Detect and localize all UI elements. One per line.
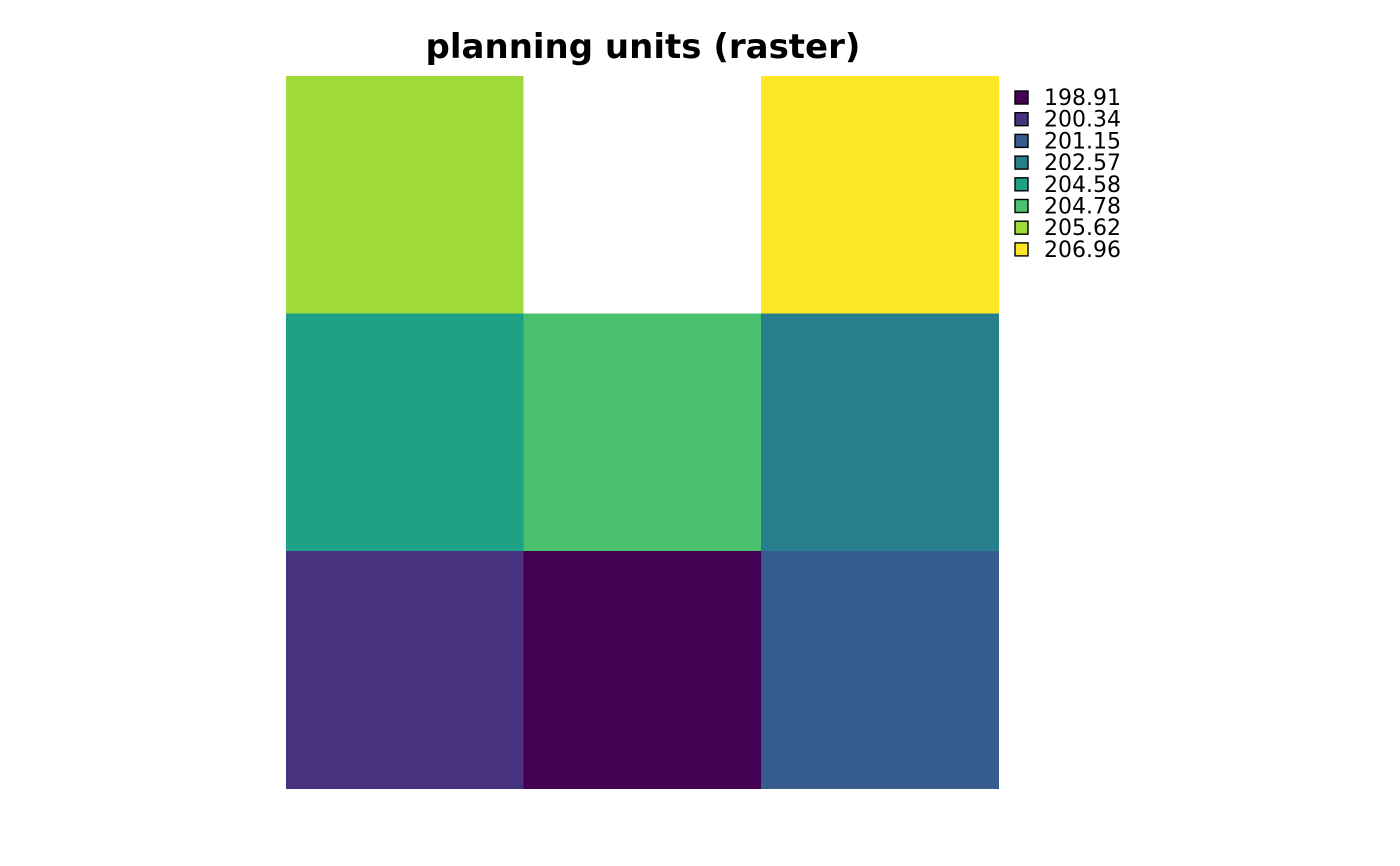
legend-label-7: 205.62 — [1044, 216, 1121, 241]
raster-cell-r2-c3 — [761, 313, 999, 552]
chart-title: planning units (raster) — [426, 27, 861, 67]
legend: 198.91200.34201.15202.57204.58204.78205.… — [1014, 86, 1121, 263]
raster-cell-r3-c1 — [286, 551, 524, 789]
legend-label-6: 204.78 — [1044, 195, 1121, 220]
raster-cell-r1-c3 — [761, 76, 999, 314]
legend-swatch-5 — [1014, 177, 1029, 192]
legend-label-2: 200.34 — [1044, 108, 1121, 133]
legend-swatch-7 — [1014, 220, 1029, 235]
legend-label-3: 201.15 — [1044, 129, 1121, 154]
raster-cell-r3-c3 — [761, 551, 999, 789]
raster-cell-r1-c1 — [286, 76, 524, 314]
legend-swatch-3 — [1014, 133, 1029, 149]
legend-label-4: 202.57 — [1044, 151, 1121, 176]
raster-cell-r3-c2 — [523, 551, 762, 789]
legend-label-5: 204.58 — [1044, 173, 1121, 198]
legend-swatch-6 — [1014, 198, 1029, 214]
legend-label-1: 198.91 — [1044, 86, 1121, 111]
legend-swatch-4 — [1014, 155, 1029, 170]
raster-cell-r2-c2 — [523, 313, 762, 552]
legend-label-8: 206.96 — [1044, 238, 1121, 263]
legend-swatch-1 — [1014, 90, 1029, 105]
raster-cells — [286, 76, 999, 789]
legend-swatch-8 — [1014, 242, 1029, 257]
legend-swatch-2 — [1014, 111, 1029, 127]
raster-cell-r2-c1 — [286, 313, 524, 552]
raster-cell-r1-c2 — [523, 76, 762, 314]
